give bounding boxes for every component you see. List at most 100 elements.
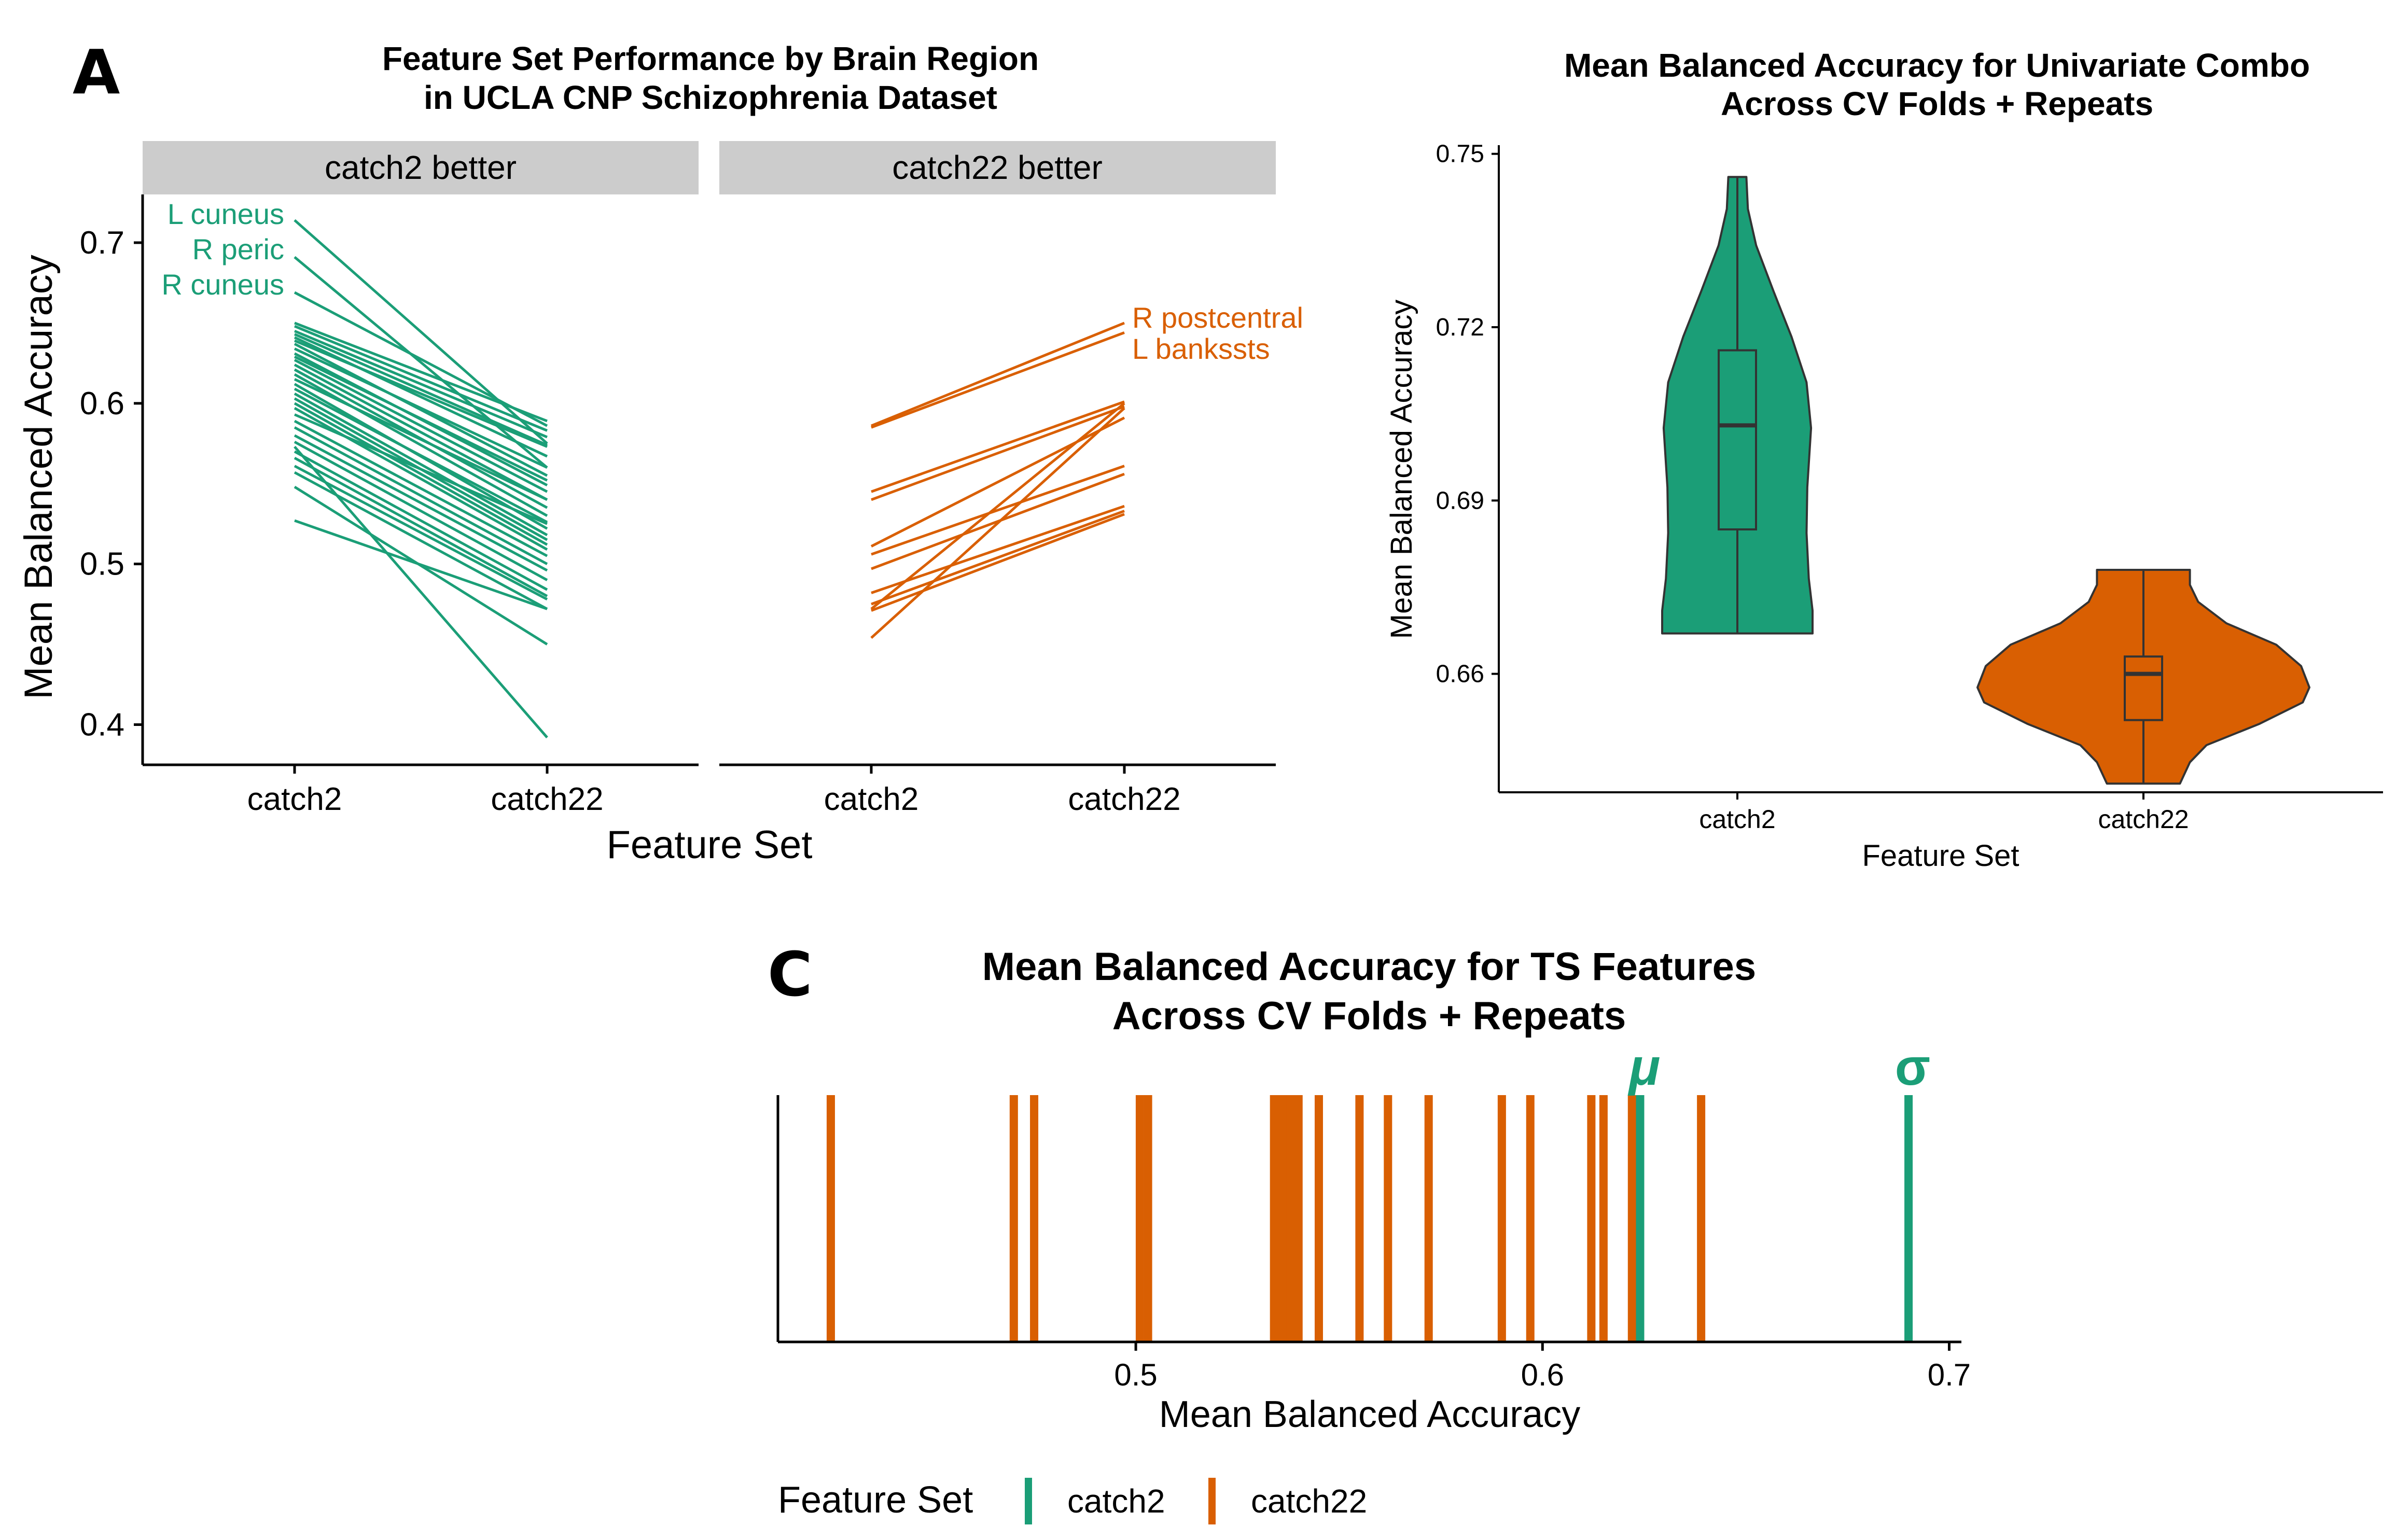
- y-tick-label: 0.6: [80, 386, 124, 422]
- y-tick-label: 0.66: [1436, 661, 1484, 688]
- box-iqr: [1718, 349, 1757, 530]
- region-line-catch22: [870, 416, 1125, 548]
- panel-c-rug-lines: [826, 1095, 1913, 1342]
- rug-line-catch22: [1030, 1095, 1039, 1342]
- panel-a-y-axis-title: Mean Balanced Accuracy: [17, 255, 61, 699]
- panel-a-subtitle: in UCLA CNP Schizophrenia Dataset: [424, 79, 997, 116]
- region-line-catch22: [871, 321, 1125, 427]
- region-line-catch22: [871, 331, 1125, 429]
- x-tick-label: catch22: [491, 781, 603, 817]
- rug-line-catch22: [1599, 1095, 1608, 1342]
- y-tick-label: 0.4: [80, 707, 124, 743]
- x-tick-label: catch2: [824, 781, 919, 817]
- x-tick-label: catch2: [1699, 805, 1775, 834]
- rug-line-catch22: [1526, 1095, 1535, 1342]
- region-line-catch22: [871, 400, 1125, 493]
- y-tick-label: 0.69: [1436, 487, 1484, 514]
- region-line-catch2: [294, 519, 548, 610]
- region-line-catch2: [294, 358, 548, 493]
- region-line-catch2: [294, 355, 548, 482]
- region-line-catch2: [294, 465, 548, 601]
- annotation-l-bankssts: L bankssts: [1132, 332, 1270, 365]
- panel-letter-a: A: [73, 36, 120, 108]
- region-line-catch2: [294, 378, 548, 501]
- panel-b-violins: [1661, 176, 2310, 785]
- panel-c-x-axis-title: Mean Balanced Accuracy: [1159, 1394, 1580, 1435]
- annotation-r-cuneus: R cuneus: [161, 268, 284, 301]
- x-tick-label: catch22: [1068, 781, 1180, 817]
- panel-b-violin-chart: Mean Balanced Accuracy for Univariate Co…: [1385, 47, 2383, 873]
- region-line-catch2: [294, 434, 548, 572]
- panel-c-subtitle: Across CV Folds + Repeats: [1112, 994, 1626, 1038]
- panel-c-x-ticks: 0.5 0.6 0.7: [1114, 1342, 1971, 1392]
- region-line-catch2: [294, 393, 548, 537]
- panel-a-line-chart: Feature Set Performance by Brain Region …: [17, 40, 1303, 867]
- x-tick-label: 0.6: [1521, 1357, 1564, 1392]
- region-line-catch22: [871, 513, 1125, 612]
- rug-line-catch22: [1697, 1095, 1706, 1342]
- region-line-catch22: [870, 402, 1125, 610]
- panel-a-x-ticks: catch2 catch22 catch2 catch22: [247, 765, 1181, 817]
- y-tick-label: 0.72: [1436, 314, 1484, 341]
- rug-line-catch22: [1424, 1095, 1433, 1342]
- rug-line-catch22: [1384, 1095, 1392, 1342]
- region-line-catch2: [294, 413, 548, 525]
- legend-label-catch2: catch2: [1067, 1482, 1165, 1520]
- annotation-sigma: σ: [1895, 1038, 1930, 1096]
- region-line-catch2: [294, 347, 548, 469]
- facet-catch22-better-lines: [870, 321, 1125, 639]
- rug-line-catch22: [1627, 1095, 1636, 1342]
- panel-c-rug-chart: Mean Balanced Accuracy for TS Features A…: [776, 945, 1971, 1435]
- y-tick-label: 0.5: [80, 547, 124, 582]
- annotation-l-cuneus: L cuneus: [168, 198, 284, 230]
- x-tick-label: catch2: [247, 781, 342, 817]
- box-iqr: [2124, 655, 2163, 721]
- panel-a-y-ticks: 0.4 0.5 0.6 0.7: [80, 225, 143, 743]
- rug-line-catch22: [1294, 1095, 1303, 1342]
- region-line-catch2: [294, 387, 548, 524]
- legend-title: Feature Set: [778, 1479, 973, 1521]
- region-line-catch2: [294, 330, 548, 439]
- region-line-catch2: [294, 321, 548, 423]
- panel-b-title: Mean Balanced Accuracy for Univariate Co…: [1564, 47, 2310, 84]
- rug-line-catch22: [1355, 1095, 1364, 1342]
- rug-line-catch22: [826, 1095, 835, 1342]
- region-line-catch2: [294, 440, 548, 581]
- region-line-catch22: [871, 405, 1125, 501]
- panel-b-y-ticks: 0.66 0.69 0.72 0.75: [1436, 141, 1499, 688]
- region-line-catch2: [294, 445, 548, 738]
- panel-b-y-axis-title: Mean Balanced Accuracy: [1385, 300, 1418, 639]
- annotation-r-peric: R peric: [192, 233, 284, 265]
- panel-b-x-axis-title: Feature Set: [1862, 839, 2019, 873]
- region-line-catch22: [871, 510, 1125, 606]
- region-line-catch2: [294, 325, 548, 432]
- facet-strip-label-catch2-better: catch2 better: [325, 149, 517, 186]
- panel-b-x-ticks: catch2 catch22: [1699, 792, 2189, 834]
- region-line-catch2: [294, 333, 548, 446]
- facet-catch2-better-lines: [294, 219, 548, 738]
- x-tick-label: catch22: [2098, 805, 2189, 834]
- region-line-catch22: [870, 407, 1125, 639]
- rug-line-catch2: [1904, 1095, 1913, 1342]
- region-line-catch2: [294, 256, 548, 469]
- rug-line-catch22: [1314, 1095, 1323, 1342]
- rug-line-catch22: [1135, 1095, 1144, 1342]
- region-line-catch2: [294, 419, 548, 557]
- panel-b-subtitle: Across CV Folds + Repeats: [1721, 85, 2153, 122]
- panel-letter-c: C: [768, 939, 813, 1010]
- facet-strip-label-catch22-better: catch22 better: [892, 149, 1103, 186]
- x-tick-label: 0.5: [1114, 1357, 1157, 1392]
- region-line-catch22: [871, 465, 1125, 556]
- rug-line-catch22: [1274, 1095, 1283, 1342]
- legend-key-catch2: [1025, 1478, 1032, 1524]
- y-tick-label: 0.75: [1436, 141, 1484, 168]
- rug-line-catch22: [1009, 1095, 1018, 1342]
- region-line-catch2: [294, 471, 548, 610]
- region-line-catch2: [294, 339, 548, 448]
- annotation-mu: μ: [1627, 1038, 1660, 1096]
- region-line-catch2: [294, 363, 548, 501]
- rug-line-catch2: [1636, 1095, 1645, 1342]
- panel-a-title: Feature Set Performance by Brain Region: [382, 40, 1039, 77]
- annotation-r-postcentral: R postcentral: [1132, 301, 1303, 334]
